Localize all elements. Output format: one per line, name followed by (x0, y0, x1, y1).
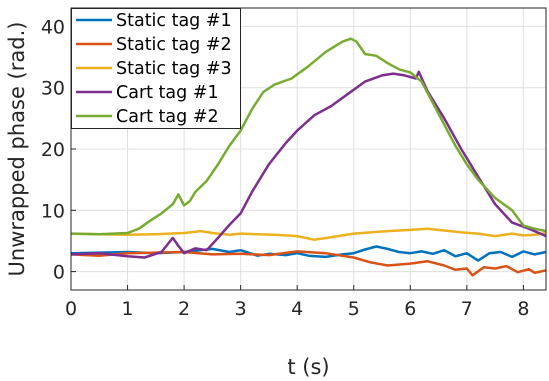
series-line-4 (70, 70, 547, 259)
legend-label: Static tag #2 (116, 35, 232, 55)
series-lines (70, 37, 547, 277)
x-axis-ticks: 0 1 2 3 4 5 6 7 8 (65, 285, 529, 320)
y-axis-label: Unwrapped phase (rad.) (5, 22, 29, 277)
legend: Static tag #1 Static tag #2 Static tag #3 C… (71, 8, 241, 129)
legend-label: Cart tag #1 (116, 83, 219, 103)
series-line-5 (70, 37, 547, 236)
series-line-1 (70, 245, 547, 262)
x-tick-label: 3 (235, 298, 247, 320)
x-tick-label: 5 (348, 298, 360, 320)
x-tick-label: 8 (517, 298, 529, 320)
y-tick-label: 40 (41, 16, 65, 38)
y-tick-label: 10 (41, 200, 65, 222)
legend-label: Cart tag #2 (116, 107, 219, 127)
y-axis-ticks: 0 10 20 30 40 (41, 16, 76, 284)
x-tick-label: 2 (178, 298, 190, 320)
x-tick-label: 0 (65, 298, 77, 320)
series-line-3 (70, 227, 547, 241)
y-tick-label: 30 (41, 78, 65, 100)
legend-label: Static tag #1 (116, 11, 232, 31)
x-axis-label: t (s) (287, 355, 329, 379)
x-tick-label: 7 (461, 298, 473, 320)
x-tick-label: 4 (291, 298, 303, 320)
legend-label: Static tag #3 (116, 59, 232, 79)
x-tick-label: 6 (404, 298, 416, 320)
x-tick-label: 1 (122, 298, 134, 320)
y-tick-label: 20 (41, 139, 65, 161)
y-tick-label: 0 (53, 262, 65, 284)
